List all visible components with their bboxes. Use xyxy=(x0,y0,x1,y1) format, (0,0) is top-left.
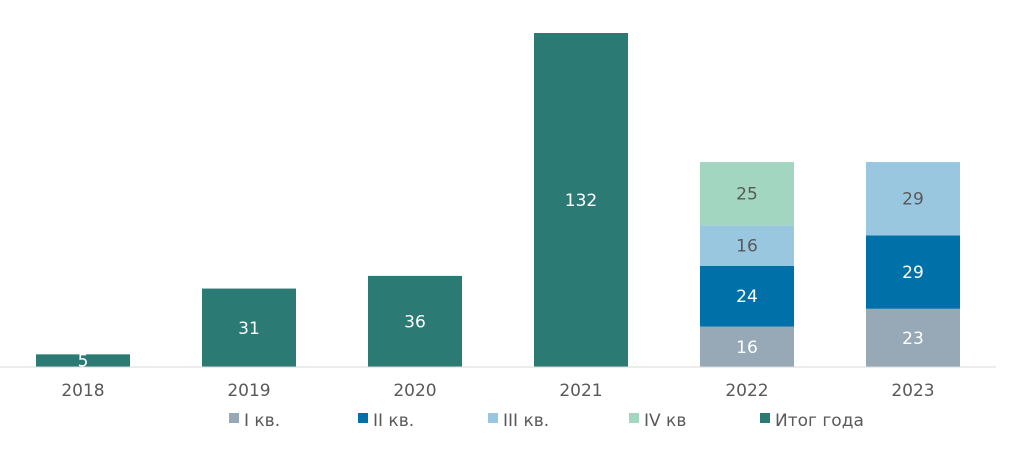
bar-2023-series-1 xyxy=(866,235,960,309)
x-tick-label-2023: 2023 xyxy=(891,381,934,401)
x-tick-labels: 2018 2019 2020 2021 2022 2023 xyxy=(61,381,934,401)
data-label-2022-series-2: 16 xyxy=(736,237,758,257)
data-label-2021-series-4: 132 xyxy=(565,191,597,211)
legend-label-4: Итог года xyxy=(775,411,864,431)
bar-2023-series-2 xyxy=(866,162,960,236)
legend-swatch-4 xyxy=(760,413,770,423)
bar-2021-series-4 xyxy=(534,33,628,367)
bar-2022-series-3 xyxy=(700,162,794,226)
legend-swatch-1 xyxy=(358,413,368,423)
bar-2022-series-1 xyxy=(700,265,794,327)
legend-swatch-3 xyxy=(629,413,639,423)
bar-2018-series-4 xyxy=(36,354,130,367)
data-label-2020-series-4: 36 xyxy=(404,312,426,332)
legend-label-1: II кв. xyxy=(373,411,414,431)
data-label-2023-series-1: 29 xyxy=(902,263,924,283)
data-label-2022-series-1: 24 xyxy=(736,287,758,307)
x-tick-label-2021: 2021 xyxy=(559,381,602,401)
legend-label-2: III кв. xyxy=(503,411,549,431)
legend-swatch-0 xyxy=(229,413,239,423)
bar-2020-series-4 xyxy=(368,275,462,367)
data-label-2022-series-0: 16 xyxy=(736,338,758,358)
data-label-2019-series-4: 31 xyxy=(238,319,260,339)
legend: I кв. II кв. III кв. IV кв Итог года xyxy=(229,411,864,431)
x-tick-label-2019: 2019 xyxy=(227,381,270,401)
x-tick-label-2022: 2022 xyxy=(725,381,768,401)
data-label-2023-series-2: 29 xyxy=(902,190,924,210)
legend-swatch-2 xyxy=(488,413,498,423)
bar-2022-series-0 xyxy=(700,326,794,367)
legend-label-0: I кв. xyxy=(244,411,280,431)
x-tick-label-2020: 2020 xyxy=(393,381,436,401)
bars-layer: 5 31 36 132 16 24 16 25 23 29 29 xyxy=(36,33,960,372)
bar-2019-series-4 xyxy=(202,288,296,367)
data-label-2018-series-4: 5 xyxy=(78,352,89,372)
x-tick-label-2018: 2018 xyxy=(61,381,104,401)
bar-2023-series-0 xyxy=(866,308,960,367)
data-label-2023-series-0: 23 xyxy=(902,329,924,349)
data-label-2022-series-3: 25 xyxy=(736,185,758,205)
bar-2022-series-2 xyxy=(700,225,794,266)
legend-label-3: IV кв xyxy=(644,411,686,431)
